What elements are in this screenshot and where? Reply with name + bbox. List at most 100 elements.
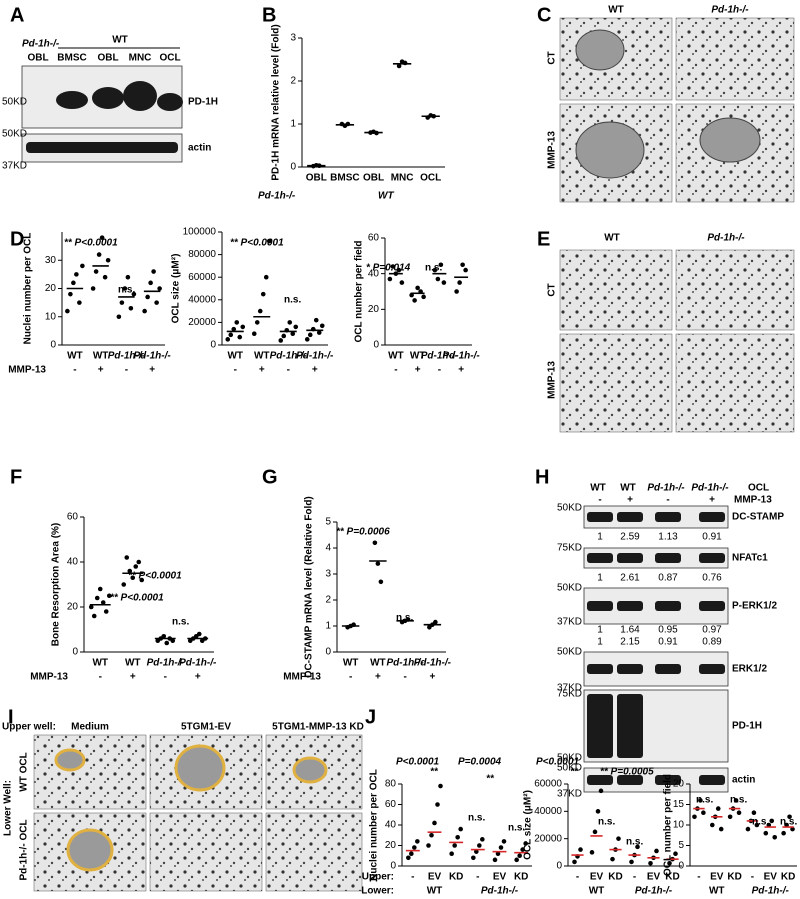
treatment-sign: + (98, 365, 104, 376)
x-tick-label: WT (125, 658, 141, 669)
band (699, 512, 725, 522)
annotation: ** P=0.0005 (600, 767, 654, 778)
treatment-sign: - (287, 365, 290, 376)
data-point (93, 269, 99, 274)
data-point (122, 286, 128, 291)
panel-label: E (537, 228, 550, 250)
annotation: ** P<0.0001 (128, 571, 182, 582)
protein-label: P-ERK1/2 (732, 601, 777, 612)
y-tick-label: 30 (45, 255, 57, 266)
lane-label: OCL (159, 53, 180, 64)
x-tick-label: KD (608, 872, 622, 883)
x-tick-label: EV (647, 872, 661, 883)
data-point (90, 286, 96, 291)
y-tick-label: 0 (290, 162, 296, 173)
quantification: 1.13 (658, 532, 678, 543)
cell (54, 748, 86, 772)
x-tick-label: KD (781, 872, 795, 883)
data-point (375, 561, 381, 566)
annotation: ** P<0.0001 (230, 238, 284, 249)
annotation: ** (430, 767, 439, 778)
y-tick-label: 3 (290, 33, 296, 44)
annotation: n.s. (468, 813, 485, 824)
y-tick-label: 5 (325, 517, 331, 528)
data-point (769, 818, 775, 824)
quantification: 0.91 (702, 532, 722, 543)
data-point (648, 860, 653, 866)
treatment-sign: + (415, 365, 421, 376)
data-point (124, 555, 130, 560)
protein-label: PD-1H (188, 97, 218, 108)
y-tick-label: 60 (368, 233, 380, 244)
data-point (572, 859, 577, 865)
column-label: Pd-1h-/- (647, 483, 685, 494)
y-tick-label: 60 (385, 799, 397, 810)
data-point (71, 280, 76, 286)
data-point (80, 263, 85, 269)
data-point (263, 274, 269, 280)
cell (699, 117, 761, 163)
treatment-sign: + (627, 495, 633, 506)
y-tick-label: 20000 (188, 317, 216, 328)
data-point (784, 822, 789, 828)
panel-label: F (10, 466, 22, 488)
y-tick-label: 40000 (188, 294, 216, 305)
x-tick-label: OBL (306, 173, 327, 184)
data-point (455, 835, 460, 840)
data-point (754, 822, 760, 828)
data-point (589, 850, 595, 855)
micrograph (675, 333, 795, 433)
data-point (293, 324, 299, 330)
data-point (161, 633, 167, 639)
x-tick-label: WT (370, 658, 386, 669)
treatment-sign: + (149, 365, 155, 376)
quantification: 1.64 (620, 625, 640, 636)
data-point (97, 586, 103, 592)
marker-label: 50KD (557, 763, 582, 774)
data-point (304, 337, 310, 342)
quantification: 0.89 (702, 637, 722, 648)
data-point (598, 788, 604, 794)
data-point (266, 238, 272, 244)
x-tick-label: KD (727, 872, 741, 883)
x-tick-label: - (697, 872, 700, 883)
data-point (399, 280, 405, 285)
band (655, 775, 681, 785)
protein-label: actin (188, 143, 211, 154)
data-point (709, 822, 715, 828)
data-point (139, 577, 145, 583)
data-point (170, 638, 176, 644)
group-label: WT (589, 886, 605, 897)
y-tick-label: 60000 (188, 272, 216, 283)
data-point (68, 291, 73, 297)
data-point (457, 280, 462, 285)
lane-label: OBL (97, 53, 118, 64)
micrograph (33, 734, 147, 810)
data-point (698, 798, 703, 803)
data-point (718, 826, 724, 832)
x-tick-label: Pd-1h-/- (443, 351, 481, 362)
data-point (151, 269, 156, 274)
data-point (142, 308, 147, 314)
treatment-sign: - (349, 672, 352, 683)
quantification: 1 (597, 532, 603, 543)
y-tick-label: 40 (368, 268, 380, 279)
group-label: WT (427, 886, 443, 897)
x-tick-label: Pd-1h-/- (296, 351, 334, 362)
data-point (477, 843, 482, 848)
x-tick-label: Pd-1h-/- (147, 658, 185, 669)
micrograph (675, 17, 795, 101)
panel-label: C (537, 4, 551, 26)
treatment-sign: - (73, 365, 76, 376)
y-tick-label: 40 (67, 557, 79, 568)
treatment-sign: + (259, 365, 265, 376)
data-point (257, 308, 263, 314)
data-point (595, 809, 601, 814)
data-point (237, 334, 243, 340)
protein-label: ERK1/2 (732, 664, 767, 675)
data-point (131, 291, 137, 297)
quantification: 0.91 (658, 637, 678, 648)
annotation: n.s. (396, 613, 413, 624)
band (617, 553, 643, 563)
